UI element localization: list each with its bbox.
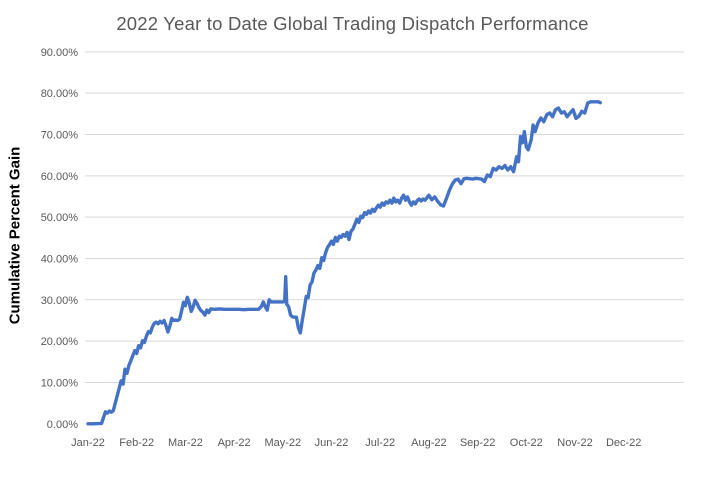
- x-tick-label: Nov-22: [557, 437, 592, 449]
- x-tick-label: Dec-22: [606, 437, 641, 449]
- x-tick-label: Oct-22: [510, 437, 543, 449]
- gridlines: [85, 51, 684, 383]
- x-tick-label: Jan-22: [71, 437, 105, 449]
- y-axis-tick-labels: 0.00% 10.00% 20.00% 30.00% 40.00% 50.00% 60.00…: [41, 47, 79, 431]
- y-tick-label: 70.00%: [41, 129, 79, 141]
- y-tick-label: 90.00%: [41, 47, 79, 59]
- x-axis-tick-labels: Jan-22 Feb-22 Mar-22 Apr-22 May-22 Jun-22 Jul-…: [71, 437, 641, 449]
- y-tick-label: 20.00%: [41, 336, 79, 348]
- x-tick-label: Jul-22: [365, 437, 395, 449]
- y-axis-title: Cumulative Percent Gain: [6, 146, 24, 325]
- y-tick-label: 30.00%: [41, 295, 79, 307]
- x-tick-label: Feb-22: [119, 437, 154, 449]
- chart-title: 2022 Year to Date Global Trading Dispatc…: [116, 13, 589, 34]
- y-tick-label: 0.00%: [47, 419, 78, 431]
- y-tick-label: 40.00%: [41, 253, 79, 265]
- x-tick-label: Sep-22: [460, 437, 495, 449]
- x-tick-label: Mar-22: [168, 437, 203, 449]
- x-tick-label: Jun-22: [315, 437, 349, 449]
- y-tick-label: 10.00%: [41, 377, 79, 389]
- y-tick-label: 50.00%: [41, 212, 79, 224]
- x-tick-label: Aug-22: [411, 437, 446, 449]
- y-tick-label: 60.00%: [41, 171, 79, 183]
- y-tick-label: 80.00%: [41, 88, 79, 100]
- x-tick-label: Apr-22: [218, 437, 251, 449]
- cumulative-gain-line: [86, 100, 602, 426]
- x-tick-label: May-22: [264, 437, 301, 449]
